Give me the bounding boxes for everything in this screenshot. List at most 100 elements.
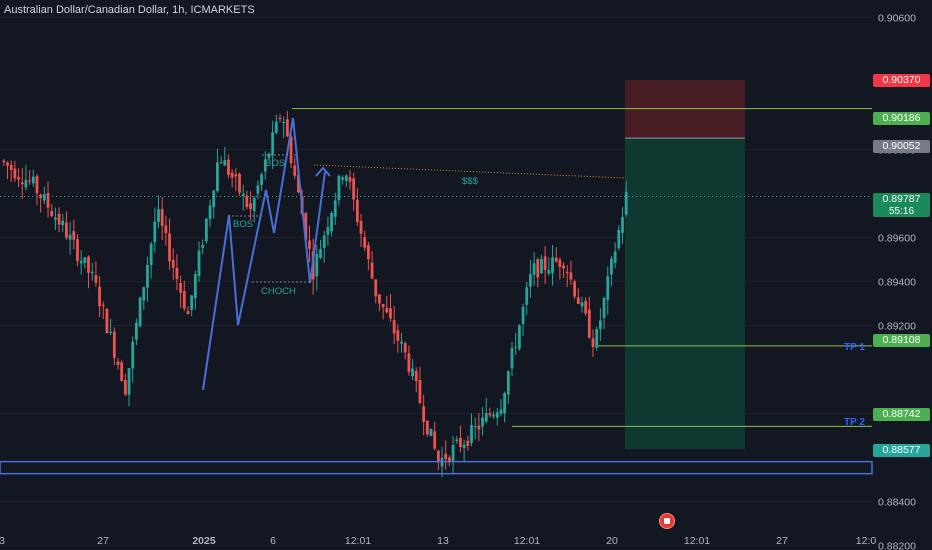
candle-body [57, 213, 61, 225]
time-axis: 3 27 2025 6 12:01 13 12:01 20 12:01 27 12:0 [0, 535, 876, 547]
candle-body [378, 294, 381, 304]
annotations: BOS BOS CHOCH $$$ [202, 117, 479, 391]
candle-body [499, 409, 503, 414]
candle-body [164, 225, 168, 233]
candle-body [473, 426, 477, 428]
candle-body [179, 283, 182, 293]
candle-body [407, 353, 411, 372]
candle-body [241, 193, 245, 196]
candle-body [543, 256, 547, 270]
time-axis-label: 13 [437, 535, 449, 547]
candle-body [212, 190, 216, 208]
price-axis-label: 0.88200 [878, 541, 916, 550]
candle-body [285, 119, 289, 137]
candle-body [101, 304, 105, 307]
price-axis-label: 0.88400 [878, 497, 916, 509]
candle-body [506, 371, 510, 395]
candle-body [142, 287, 146, 301]
liquidity-label: $$$ [462, 176, 479, 187]
time-axis-label: 27 [97, 535, 109, 547]
candle-body [333, 200, 337, 217]
time-axis-label: 20 [606, 535, 618, 547]
candle-body [551, 257, 554, 274]
candle-body [120, 362, 124, 382]
candle-body [562, 265, 565, 269]
candle-body [230, 172, 234, 178]
candle-body [422, 406, 426, 422]
candle-body [197, 250, 201, 276]
time-axis-label: 3 [0, 535, 5, 547]
candle-body [580, 302, 584, 307]
candle-body [392, 320, 396, 334]
candle-body [193, 274, 197, 299]
candle-body [138, 297, 142, 327]
candle-body [20, 182, 24, 185]
candle-body [223, 160, 227, 166]
entry-tag: 0.90052 [873, 140, 930, 153]
candle-body [13, 168, 17, 179]
candle-body [366, 245, 370, 260]
candle-body [68, 234, 72, 240]
market-structure-zigzag [202, 117, 326, 391]
candle-body [109, 331, 113, 333]
candle-body [481, 417, 484, 427]
bos-label: BOS [233, 219, 253, 230]
candle-body [90, 271, 94, 274]
candle-body [459, 438, 462, 447]
candle-body [621, 216, 624, 233]
price-axis: 0.906000.900000.896000.894000.892000.888… [878, 13, 916, 550]
candle-body [381, 304, 385, 308]
price-axis-label: 0.89400 [878, 277, 916, 289]
candle-body [105, 309, 109, 334]
candle-body [315, 253, 319, 277]
candle-body [293, 165, 297, 176]
candle-body [94, 275, 98, 283]
candle-body [6, 162, 9, 166]
candle-body [514, 346, 518, 348]
candle-body [304, 213, 308, 240]
time-axis-label: 6 [270, 535, 276, 547]
candle-body [330, 212, 333, 232]
canada-flag-icon[interactable] [659, 513, 675, 529]
target-zone [625, 138, 745, 449]
candle-body [610, 258, 613, 275]
support-band [0, 460, 873, 475]
candle-body [337, 175, 341, 201]
candle-body [278, 118, 282, 120]
candle-body [153, 221, 157, 243]
time-axis-label: 12:01 [345, 535, 371, 547]
candle-body [322, 235, 326, 248]
candle-body [470, 425, 473, 444]
candle-body [127, 367, 131, 395]
candle-body [444, 453, 448, 460]
candle-body [598, 320, 602, 330]
candle-body [462, 444, 466, 448]
candle-body [123, 380, 127, 395]
candle-body [216, 162, 219, 192]
candle-body [271, 132, 275, 155]
chart-title: Australian Dollar/Canadian Dollar, 1h, I… [4, 4, 255, 16]
candle-body [282, 122, 286, 124]
candle-body [98, 286, 101, 307]
candle-body [135, 322, 138, 340]
candle-body [190, 295, 194, 311]
candle-body [149, 243, 153, 265]
candle-body [83, 257, 87, 263]
candle-body [31, 176, 35, 184]
candle-body [341, 177, 345, 180]
candle-body [326, 227, 330, 235]
candle-body [79, 260, 83, 264]
candle-body [160, 209, 164, 226]
candle-body [17, 176, 20, 180]
candle-body [289, 136, 293, 164]
position-zones [625, 80, 745, 449]
candle-body [116, 361, 120, 365]
candle-body [146, 265, 149, 288]
level-lines [0, 108, 873, 475]
time-axis-label: 12:0 [856, 535, 877, 547]
candle-body [385, 307, 389, 313]
candle-body [319, 249, 322, 258]
candle-body [370, 262, 374, 279]
price-axis-label: 0.89600 [878, 233, 916, 245]
